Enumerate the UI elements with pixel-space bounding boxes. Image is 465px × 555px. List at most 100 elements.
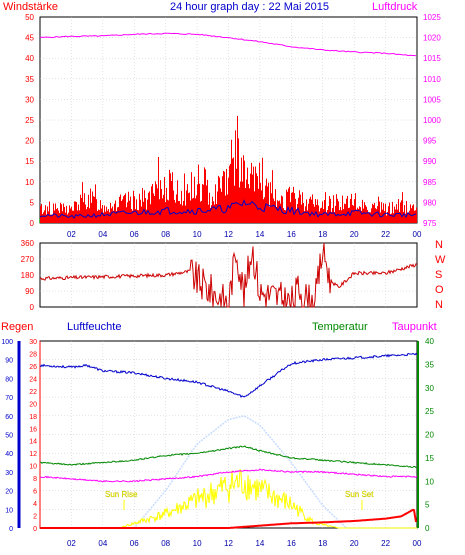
wind-y-tick-label: 45 bbox=[25, 34, 34, 43]
windstaerke-label: Windstärke bbox=[3, 1, 58, 13]
compass-label: S bbox=[435, 269, 442, 281]
humidity-x-tick-label: 02 bbox=[67, 539, 76, 548]
direction-y-tick-label: 90 bbox=[25, 287, 34, 296]
luftfeuchte-label: Luftfeuchte bbox=[67, 321, 121, 333]
rain-y-tick-label: 10 bbox=[5, 507, 13, 514]
humidity-x-tick-label: 06 bbox=[130, 539, 139, 548]
pressure-y-tick-label: 1025 bbox=[423, 13, 441, 22]
humidity-x-tick-label: 10 bbox=[193, 539, 202, 548]
pressure-y-tick-label: 990 bbox=[423, 157, 437, 166]
compass-label: W bbox=[435, 254, 446, 266]
wind-x-tick-label: 04 bbox=[98, 230, 107, 239]
wind-x-tick-label: 18 bbox=[318, 230, 327, 239]
wind-y-tick-label: 25 bbox=[25, 116, 34, 125]
pressure-y-tick-label: 1010 bbox=[423, 75, 441, 84]
humidity-y-tick-label: 0 bbox=[33, 526, 37, 533]
wind-y-tick-label: 50 bbox=[25, 13, 34, 22]
rain-line bbox=[40, 508, 417, 529]
humidity-y-tick-label: 26 bbox=[29, 364, 37, 371]
wind-x-tick-label: 14 bbox=[255, 230, 264, 239]
taupunkt-label: Taupunkt bbox=[392, 321, 437, 333]
temperature-y-axis-labels: 0 5 10 15 20 25 30 35 40 bbox=[425, 337, 434, 533]
temperature-y-tick-label: 40 bbox=[425, 337, 434, 346]
humidity-x-tick-label: 14 bbox=[255, 539, 264, 548]
rain-y-tick-label: 100 bbox=[1, 339, 13, 346]
sun-set-label: Sun Set bbox=[345, 490, 374, 499]
pressure-y-tick-label: 975 bbox=[423, 219, 437, 228]
dewpoint-line bbox=[39, 468, 418, 483]
wind-y-tick-label: 0 bbox=[30, 219, 35, 228]
humidity-x-tick-label: 12 bbox=[224, 539, 233, 548]
uv-curve bbox=[40, 414, 415, 529]
regen-label: Regen bbox=[1, 321, 33, 333]
temperature-y-tick-label: 0 bbox=[425, 524, 430, 533]
rain-y-tick-label: 20 bbox=[5, 489, 13, 496]
rain-y-tick-label: 80 bbox=[5, 376, 13, 383]
humidity-panel-grid bbox=[17, 341, 419, 528]
pressure-y-tick-label: 995 bbox=[423, 137, 437, 146]
temperature-y-tick-label: 25 bbox=[425, 407, 434, 416]
humidity-y-tick-label: 2 bbox=[33, 514, 37, 521]
wind-x-tick-label: 02 bbox=[67, 230, 76, 239]
humidity-y-tick-label: 16 bbox=[29, 426, 37, 433]
humidity-line bbox=[39, 352, 418, 398]
humidity-y-tick-label: 22 bbox=[29, 389, 37, 396]
humidity-y-tick-label: 20 bbox=[29, 401, 37, 408]
rain-y-tick-label: 90 bbox=[5, 358, 13, 365]
temperature-y-tick-label: 5 bbox=[425, 501, 430, 510]
direction-y-tick-label: 360 bbox=[21, 239, 35, 248]
humidity-x-tick-label: 22 bbox=[381, 539, 390, 548]
pressure-y-tick-label: 985 bbox=[423, 178, 437, 187]
wind-average-line bbox=[39, 199, 417, 219]
humidity-y-tick-label: 30 bbox=[29, 339, 37, 346]
direction-y-tick-label: 0 bbox=[30, 303, 35, 312]
humidity-y-tick-label: 28 bbox=[29, 351, 37, 358]
temperatur-label: Temperatur bbox=[312, 321, 368, 333]
humidity-x-axis-labels: 02 04 06 08 10 12 14 16 18 20 22 00 bbox=[67, 539, 422, 548]
pressure-line bbox=[39, 32, 417, 57]
direction-y-tick-label: 180 bbox=[21, 271, 35, 280]
pressure-y-axis-labels: 975 980 985 990 995 1000 1005 1010 1015 1020 1025 bbox=[423, 13, 441, 228]
wind-x-tick-label: 10 bbox=[193, 230, 202, 239]
graph-title: 24 hour graph day : 22 Mai 2015 bbox=[170, 1, 329, 13]
direction-y-tick-label: 270 bbox=[21, 255, 35, 264]
temperature-y-tick-label: 35 bbox=[425, 360, 434, 369]
rain-y-axis-labels: 0 10 20 30 40 50 60 70 80 90 100 bbox=[1, 339, 13, 533]
wind-x-axis-labels: 02 04 06 08 10 12 14 16 18 20 22 00 bbox=[67, 230, 422, 239]
wind-x-tick-label: 12 bbox=[224, 230, 233, 239]
direction-panel-data bbox=[39, 242, 418, 308]
wind-x-tick-label: 06 bbox=[130, 230, 139, 239]
humidity-x-tick-label: 08 bbox=[161, 539, 170, 548]
temperature-line bbox=[40, 445, 418, 469]
rain-y-tick-label: 0 bbox=[9, 526, 13, 533]
rain-y-tick-label: 70 bbox=[5, 395, 13, 402]
temperature-y-tick-label: 20 bbox=[425, 431, 434, 440]
rain-y-tick-label: 40 bbox=[5, 451, 13, 458]
wind-x-tick-label: 00 bbox=[413, 230, 422, 239]
humidity-x-tick-label: 00 bbox=[413, 539, 422, 548]
temperature-y-tick-label: 10 bbox=[425, 477, 434, 486]
humidity-panel-data bbox=[39, 352, 418, 529]
humidity-x-tick-label: 04 bbox=[98, 539, 107, 548]
wind-y-tick-label: 15 bbox=[25, 157, 34, 166]
humidity-y-tick-label: 10 bbox=[29, 464, 37, 471]
direction-y-axis-labels: 0 90 180 270 360 bbox=[21, 239, 35, 312]
compass-label: N bbox=[435, 239, 443, 251]
humidity-x-tick-label: 16 bbox=[287, 539, 296, 548]
humidity-y-tick-label: 24 bbox=[29, 376, 37, 383]
wind-y-tick-label: 40 bbox=[25, 54, 34, 63]
rain-y-tick-label: 50 bbox=[5, 433, 13, 440]
rain-y-tick-label: 30 bbox=[5, 470, 13, 477]
temperature-y-tick-label: 30 bbox=[425, 384, 434, 393]
humidity-y-tick-label: 6 bbox=[33, 489, 37, 496]
wind-y-tick-label: 10 bbox=[25, 178, 34, 187]
pressure-y-tick-label: 1020 bbox=[423, 34, 441, 43]
pressure-y-tick-label: 1015 bbox=[423, 54, 441, 63]
wind-panel-data bbox=[39, 32, 417, 223]
